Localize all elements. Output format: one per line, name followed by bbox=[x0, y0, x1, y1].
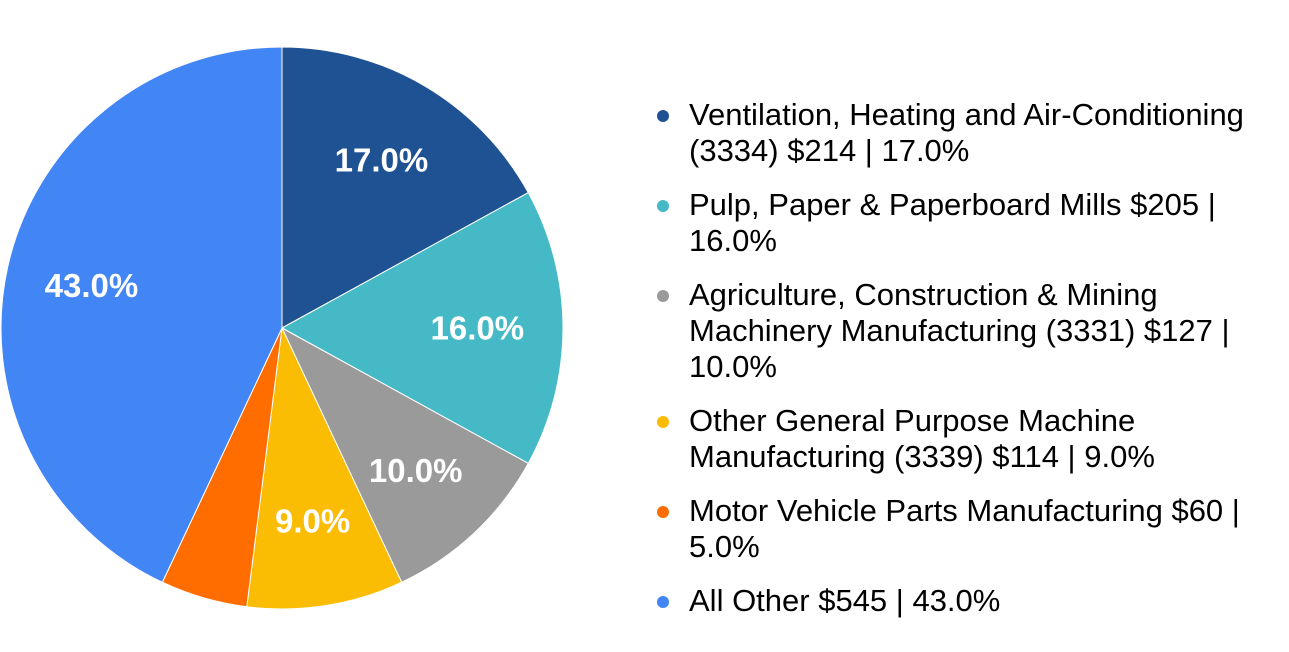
legend-item-label: All Other $545 | 43.0% bbox=[689, 583, 1001, 618]
legend-item-label: Motor Vehicle Parts Manufacturing $60 | … bbox=[689, 493, 1240, 564]
pie-slice-label: 9.0% bbox=[275, 502, 350, 539]
legend-item[interactable]: Motor Vehicle Parts Manufacturing $60 | … bbox=[657, 493, 1249, 565]
legend-bullet-icon bbox=[657, 290, 669, 302]
pie-slice-6[interactable] bbox=[0, 46, 283, 583]
legend-item-label: Pulp, Paper & Paperboard Mills $205 | 16… bbox=[689, 187, 1216, 258]
legend: Ventilation, Heating and Air-Conditionin… bbox=[657, 97, 1249, 619]
pie-slice-3[interactable] bbox=[280, 326, 529, 583]
pie-slice-label: 17.0% bbox=[335, 141, 429, 178]
legend-bullet-icon bbox=[657, 506, 669, 518]
legend-item[interactable]: Ventilation, Heating and Air-Conditionin… bbox=[657, 97, 1249, 169]
legend-item-label: Ventilation, Heating and Air-Conditionin… bbox=[689, 97, 1244, 168]
pie-slice-4[interactable] bbox=[246, 326, 403, 610]
legend-item-label: Agriculture, Construction & Mining Machi… bbox=[689, 277, 1230, 384]
legend-bullet-icon bbox=[657, 416, 669, 428]
legend-item[interactable]: Agriculture, Construction & Mining Machi… bbox=[657, 277, 1249, 385]
legend-item[interactable]: All Other $545 | 43.0% bbox=[657, 583, 1249, 619]
pie-slice-label: 16.0% bbox=[431, 310, 525, 347]
legend-item[interactable]: Other General Purpose Machine Manufactur… bbox=[657, 403, 1249, 475]
legend-item[interactable]: Pulp, Paper & Paperboard Mills $205 | 16… bbox=[657, 187, 1249, 259]
legend-item-label: Other General Purpose Machine Manufactur… bbox=[689, 403, 1155, 474]
pie-slice-1[interactable] bbox=[281, 46, 529, 329]
pie-slice-label: 43.0% bbox=[45, 267, 139, 304]
pie-slice-2[interactable] bbox=[280, 191, 564, 465]
legend-bullet-icon bbox=[657, 596, 669, 608]
pie-slice-label: 10.0% bbox=[369, 452, 463, 489]
legend-bullet-icon bbox=[657, 200, 669, 212]
legend-bullet-icon bbox=[657, 110, 669, 122]
